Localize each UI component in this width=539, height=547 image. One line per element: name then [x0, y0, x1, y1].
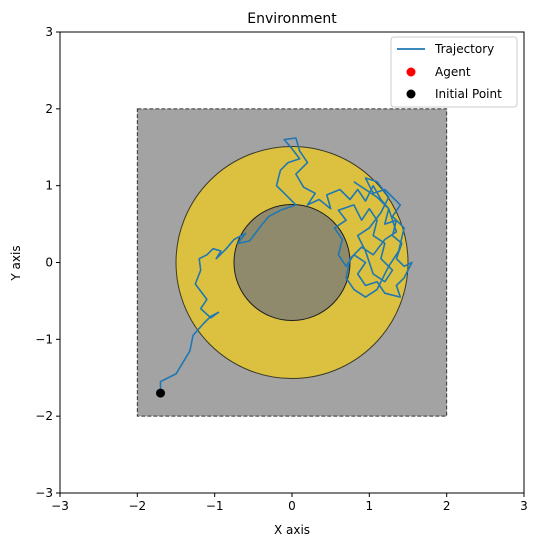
y-tick-label: 1 [45, 179, 53, 193]
legend-agent-label: Agent [435, 65, 471, 79]
x-tick-label: 3 [520, 499, 528, 513]
inner-disk-region [233, 204, 351, 321]
x-ticks: −3 −2 −1 0 1 2 3 [51, 493, 528, 513]
legend-box [390, 36, 518, 108]
trajectory-line [159, 137, 413, 394]
initial-point-marker [156, 388, 166, 398]
regions-layer [136, 108, 448, 417]
x-tick-label: −3 [51, 499, 69, 513]
y-axis-label: Y axis [9, 245, 23, 281]
x-tick-label: 0 [288, 499, 296, 513]
y-tick-label: 2 [45, 102, 53, 116]
y-tick-label: −2 [35, 409, 53, 423]
y-tick-label: −3 [35, 486, 53, 500]
x-tick-label: 2 [443, 499, 451, 513]
y-ticks: −3 −2 −1 0 1 2 3 [35, 25, 60, 500]
y-tick-label: −1 [35, 332, 53, 346]
legend-initial-point-label: Initial Point [435, 87, 502, 101]
legend-initial-point-swatch [406, 89, 416, 99]
x-axis-label: X axis [274, 523, 310, 537]
y-tick-label: 3 [45, 25, 53, 39]
x-tick-label: −2 [128, 499, 146, 513]
trajectory-layer [156, 137, 413, 398]
chart-title: Environment [247, 11, 337, 27]
y-tick-label: 0 [45, 256, 53, 270]
legend-trajectory-label: Trajectory [434, 42, 494, 56]
x-tick-label: −1 [206, 499, 224, 513]
x-tick-label: 1 [366, 499, 374, 513]
legend: Trajectory Agent Initial Point [390, 36, 518, 108]
legend-agent-swatch [406, 67, 416, 77]
